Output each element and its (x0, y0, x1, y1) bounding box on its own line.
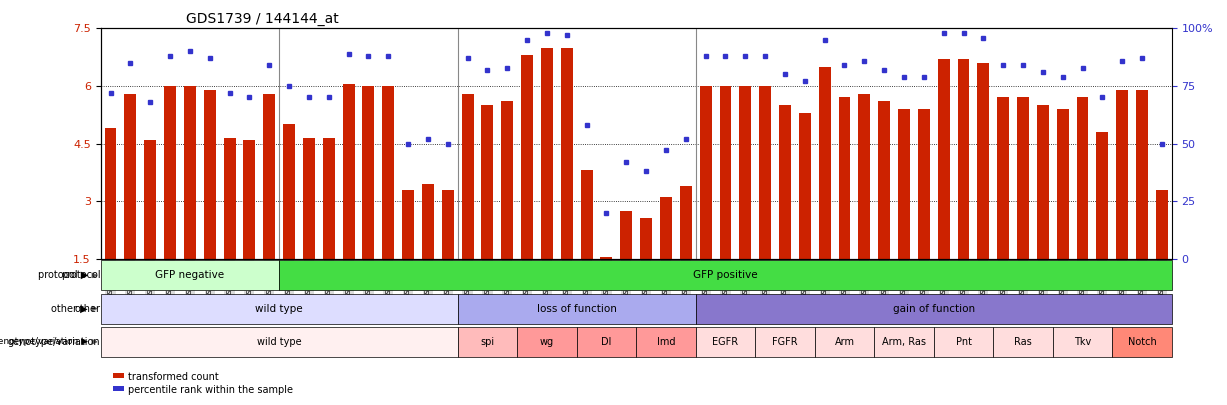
FancyBboxPatch shape (696, 327, 755, 357)
FancyBboxPatch shape (636, 327, 696, 357)
Text: FGFR: FGFR (772, 337, 798, 347)
Bar (978, 63, 989, 259)
Bar (481, 105, 493, 259)
Text: genotype/variation ▶: genotype/variation ▶ (0, 337, 88, 346)
Bar (1076, 98, 1088, 259)
Bar (442, 190, 454, 259)
Text: loss of function: loss of function (536, 304, 617, 313)
Bar (918, 109, 930, 259)
Text: protocol: protocol (61, 271, 101, 280)
Bar (1117, 90, 1128, 259)
FancyBboxPatch shape (279, 260, 1172, 290)
Text: Imd: Imd (656, 337, 675, 347)
Text: Arm, Ras: Arm, Ras (882, 337, 926, 347)
Bar (1136, 90, 1148, 259)
Bar (879, 101, 890, 259)
Bar (145, 140, 156, 259)
Bar (660, 197, 672, 259)
Bar (859, 94, 870, 259)
Text: GFP positive: GFP positive (693, 271, 758, 280)
Bar (1037, 105, 1049, 259)
Bar (799, 113, 811, 259)
Text: other: other (75, 304, 101, 313)
Bar (362, 86, 374, 259)
Text: EGFR: EGFR (713, 337, 739, 347)
Bar (124, 94, 136, 259)
Bar (680, 186, 692, 259)
FancyBboxPatch shape (101, 294, 458, 324)
Bar (104, 128, 117, 259)
Text: Dl: Dl (601, 337, 611, 347)
Text: Notch: Notch (1128, 337, 1156, 347)
Bar (323, 138, 335, 259)
Bar (699, 86, 712, 259)
Bar (502, 101, 513, 259)
Text: protocol ▶: protocol ▶ (38, 271, 88, 280)
Bar (600, 257, 612, 259)
Text: spi: spi (480, 337, 494, 347)
FancyBboxPatch shape (517, 327, 577, 357)
Text: wg: wg (540, 337, 555, 347)
Text: GDS1739 / 144144_at: GDS1739 / 144144_at (187, 12, 339, 26)
Bar (383, 86, 394, 259)
Bar (541, 47, 553, 259)
Bar (1097, 132, 1108, 259)
Bar (461, 94, 474, 259)
FancyBboxPatch shape (993, 327, 1053, 357)
Text: transformed count: transformed count (128, 372, 218, 382)
Text: other ▶: other ▶ (52, 304, 88, 313)
Bar (303, 138, 315, 259)
Bar (740, 86, 751, 259)
FancyBboxPatch shape (101, 327, 458, 357)
Bar (779, 105, 791, 259)
FancyBboxPatch shape (577, 327, 636, 357)
FancyBboxPatch shape (815, 327, 874, 357)
Bar (957, 59, 969, 259)
Bar (898, 109, 910, 259)
Bar (283, 124, 294, 259)
FancyBboxPatch shape (755, 327, 815, 357)
Bar (760, 86, 771, 259)
Bar (1156, 190, 1168, 259)
Text: Ras: Ras (1015, 337, 1032, 347)
Bar (640, 218, 652, 259)
Bar (164, 86, 175, 259)
Text: percentile rank within the sample: percentile rank within the sample (128, 385, 292, 394)
FancyBboxPatch shape (458, 294, 696, 324)
Text: wild type: wild type (256, 337, 302, 347)
Text: Pnt: Pnt (956, 337, 972, 347)
Text: Tkv: Tkv (1074, 337, 1091, 347)
Bar (561, 47, 573, 259)
Bar (937, 59, 950, 259)
Text: wild type: wild type (255, 304, 303, 313)
Bar (1056, 109, 1069, 259)
Bar (422, 184, 434, 259)
Bar (184, 86, 196, 259)
Bar (342, 84, 355, 259)
Text: genotype/variation: genotype/variation (9, 337, 101, 347)
Bar (204, 90, 216, 259)
FancyBboxPatch shape (934, 327, 993, 357)
Bar (621, 211, 632, 259)
FancyBboxPatch shape (458, 327, 517, 357)
Bar (264, 94, 275, 259)
Text: gain of function: gain of function (893, 304, 974, 313)
Bar (521, 55, 533, 259)
Bar (243, 140, 255, 259)
FancyBboxPatch shape (1112, 327, 1172, 357)
Text: Arm: Arm (834, 337, 854, 347)
Bar (998, 98, 1009, 259)
Bar (223, 138, 236, 259)
Bar (719, 86, 731, 259)
FancyBboxPatch shape (874, 327, 934, 357)
FancyBboxPatch shape (1053, 327, 1112, 357)
Bar (818, 67, 831, 259)
Text: GFP negative: GFP negative (156, 271, 225, 280)
Bar (580, 171, 593, 259)
FancyBboxPatch shape (696, 294, 1172, 324)
Bar (838, 98, 850, 259)
FancyBboxPatch shape (101, 260, 279, 290)
Bar (402, 190, 413, 259)
Bar (1017, 98, 1029, 259)
